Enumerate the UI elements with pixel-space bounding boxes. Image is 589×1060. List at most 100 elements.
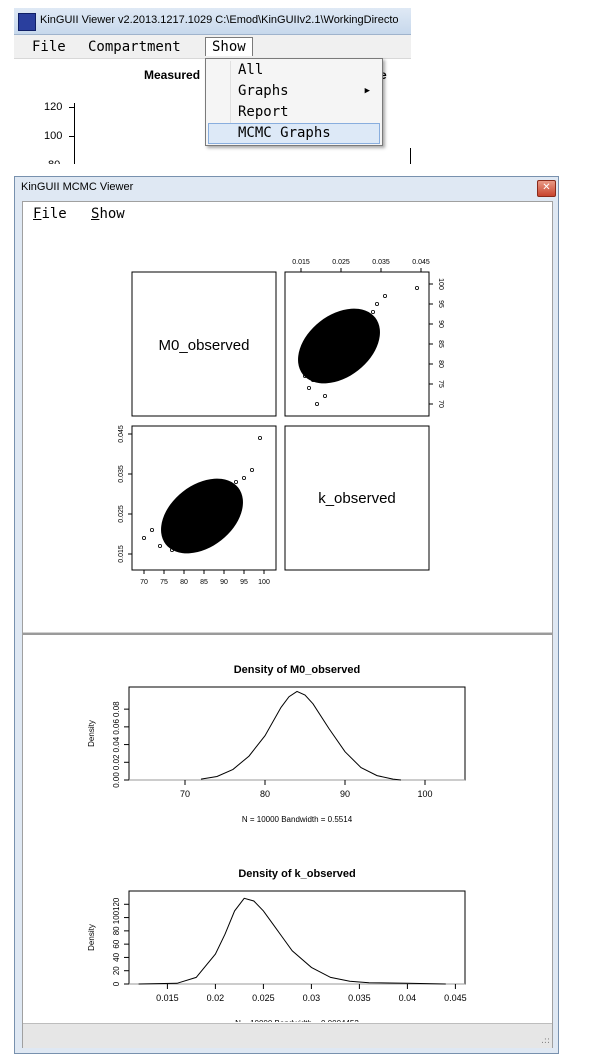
y-tick-label: 120 [112,897,121,911]
mcmc-title: KinGUII MCMC Viewer [21,181,133,193]
density-curve [201,691,401,780]
x-tick-label: 0.015 [292,259,310,266]
menu-item-label: Graphs [238,82,289,101]
scatter-point [375,302,378,305]
status-bar: .:: [23,1023,552,1048]
menu-item-label: Report [238,103,289,122]
menu-show[interactable]: Show [205,37,253,56]
diag-label-m0: M0_observed [159,337,250,354]
y-axis-label: Density [87,720,96,747]
y-tick-label: 80 [437,360,444,368]
y-tick-label: 0.015 [118,545,125,563]
y-tick-label: 0.025 [118,505,125,523]
menu-item-label: All [238,61,263,80]
y-tick-label: 100 [44,130,62,142]
mcmc-client-area: File Show M0_observed k_observed 0.015 0.… [22,201,553,1048]
plot-title: Measured [144,68,200,82]
x-tick-label: 0.03 [303,993,321,1003]
menu-label-rest: how [99,206,124,222]
y-tick-label: 20 [112,966,121,975]
close-icon: ✕ [542,182,550,193]
scatter-point [250,468,253,471]
scatter-point [415,286,418,289]
y-tick-label: 120 [44,101,62,113]
scatter-point [150,528,153,531]
menu-item-all[interactable]: All [208,61,378,80]
y-tick-label: 100 [437,278,444,290]
menu-item-mcmc-graphs[interactable]: MCMC Graphs [208,123,380,144]
scatter-point [234,480,237,483]
x-tick-label: 0.045 [444,993,467,1003]
y-tick-label: 0.035 [118,465,125,483]
scatter-point [307,386,310,389]
y-tick [69,136,74,137]
upper-scatter-points [284,286,419,405]
y-tick-label: 60 [112,939,121,948]
x-tick-label: 100 [417,789,432,799]
scatter-point [371,310,374,313]
x-tick-label: 100 [258,579,270,586]
menu-compartment[interactable]: Compartment [82,38,187,56]
y-axis-label: Density [87,924,96,951]
menu-file[interactable]: File [26,38,72,56]
x-tick-label: 0.04 [399,993,417,1003]
pairs-plot: M0_observed k_observed 0.015 0.025 0.035 0.… [23,230,552,632]
chart-title: Density of M0_observed [234,664,361,676]
scatter-point [383,294,386,297]
mcmc-viewer-window: KinGUII MCMC Viewer ✕ File Show M0_obser… [14,176,559,1054]
diag-label-k: k_observed [318,490,396,507]
menu-item-graphs[interactable]: Graphs ▶ [208,82,378,101]
menu-label-rest: ile [41,206,66,222]
mcmc-menubar: File Show [23,202,552,228]
scatter-point [242,476,245,479]
x-tick-label: 0.025 [332,259,350,266]
viewer-title: KinGUII Viewer v2.2013.1217.1029 C:\Emod… [40,14,399,26]
plot-frame [129,891,465,984]
chart-title: Density of k_observed [238,868,355,880]
y-tick-label: 0.02 [112,754,121,770]
close-button[interactable]: ✕ [537,180,556,197]
y-tick-label: 75 [437,380,444,388]
scatter-point [142,536,145,539]
y-tick-label: 40 [112,952,121,961]
mcmc-titlebar[interactable]: KinGUII MCMC Viewer ✕ [15,177,558,199]
x-tick-label: 0.025 [252,993,275,1003]
viewer-titlebar[interactable]: KinGUII Viewer v2.2013.1217.1029 C:\Emod… [14,8,411,35]
show-dropdown-menu: All Graphs ▶ Report MCMC Graphs [205,58,383,146]
density-plots-panel: Density of M0_observed 70 80 90 100 0.00 0.02 0… [23,635,552,1022]
y-tick-label: 90 [437,320,444,328]
x-tick-label: 0.035 [348,993,371,1003]
y-tick-label: 100 [112,910,121,924]
y-tick-label: 0.00 [112,772,121,788]
x-tick-label: 0.02 [207,993,225,1003]
x-tick-label: 70 [140,579,148,586]
y-tick-label: 0.08 [112,701,121,717]
scatter-cloud [147,463,258,568]
y-tick-label: 95 [437,300,444,308]
x-tick-label: 85 [200,579,208,586]
viewer-menubar: File Compartment Show [14,35,411,59]
scatter-cloud [284,293,395,398]
menu-item-label: MCMC Graphs [238,124,331,143]
resize-grip-icon[interactable]: .:: [541,1036,550,1046]
x-tick-label: 90 [220,579,228,586]
menu-file[interactable]: File [33,206,67,222]
density-curve [139,898,446,984]
y-tick-label: 80 [112,926,121,935]
y-tick-label: 85 [437,340,444,348]
y-tick-label: 0.06 [112,719,121,735]
density-plots: Density of M0_observed 70 80 90 100 0.00 0.02 0… [23,635,552,1022]
x-axis-label: N = 10000 Bandwidth = 0.5514 [242,815,353,824]
y-tick-label: 70 [437,400,444,408]
menu-show[interactable]: Show [91,206,125,222]
y-tick-label: 0 [112,981,121,986]
app-icon [18,13,36,31]
scatter-point [315,402,318,405]
x-tick-label: 90 [340,789,350,799]
pairs-plot-panel: M0_observed k_observed 0.015 0.025 0.035 0.… [23,230,552,632]
x-tick-label: 0.015 [156,993,179,1003]
scatter-point [158,544,161,547]
x-axis-label: N = 10000 Bandwidth = 0.0004452 [235,1019,359,1022]
x-tick-label: 75 [160,579,168,586]
menu-item-report[interactable]: Report [208,103,378,122]
